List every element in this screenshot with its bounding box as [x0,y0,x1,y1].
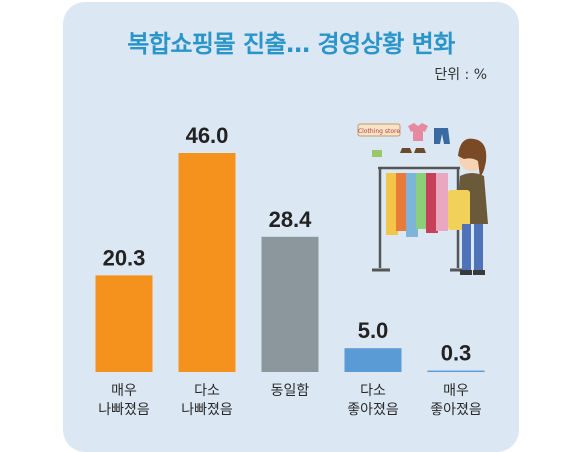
category-label-3-line-1: 동일함 [271,383,310,399]
tag-icon [372,150,382,157]
bar-1 [95,275,153,372]
bar-value-label-5: 0.3 [441,341,472,366]
bar-value-label-3: 28.4 [269,207,313,232]
bar-2 [178,153,236,372]
category-label-5-line-1: 매우 [443,383,469,399]
bar-value-label-4: 5.0 [358,318,389,343]
category-label-4-line-1: 다소 [360,383,386,399]
bar-value-label-1: 20.3 [103,245,146,270]
category-label-5-line-2: 좋아졌음 [430,402,482,418]
category-label-1-line-2: 나빠졌음 [98,402,150,418]
chart-title: 복합쇼핑몰 진출… 경영상황 변화 [127,30,455,58]
category-label-4-line-2: 좋아졌음 [347,402,399,418]
shopper-with-clothes-rack-illustration: Clothing store [357,123,488,275]
category-label-2-line-2: 나빠졌음 [181,402,233,418]
category-label-2-line-1: 다소 [194,383,220,399]
unit-label: 단위 : % [434,67,487,83]
store-sign-text: Clothing store [358,128,400,135]
bar-value-label-2: 46.0 [186,123,229,148]
bar-4 [344,348,402,372]
bar-5 [427,370,485,372]
shirt-icon [408,123,428,141]
bar-3 [261,236,319,372]
shoes-icon [400,148,426,153]
store-sign [357,123,401,137]
pants-icon [434,128,450,144]
category-label-1-line-1: 매우 [111,383,137,399]
